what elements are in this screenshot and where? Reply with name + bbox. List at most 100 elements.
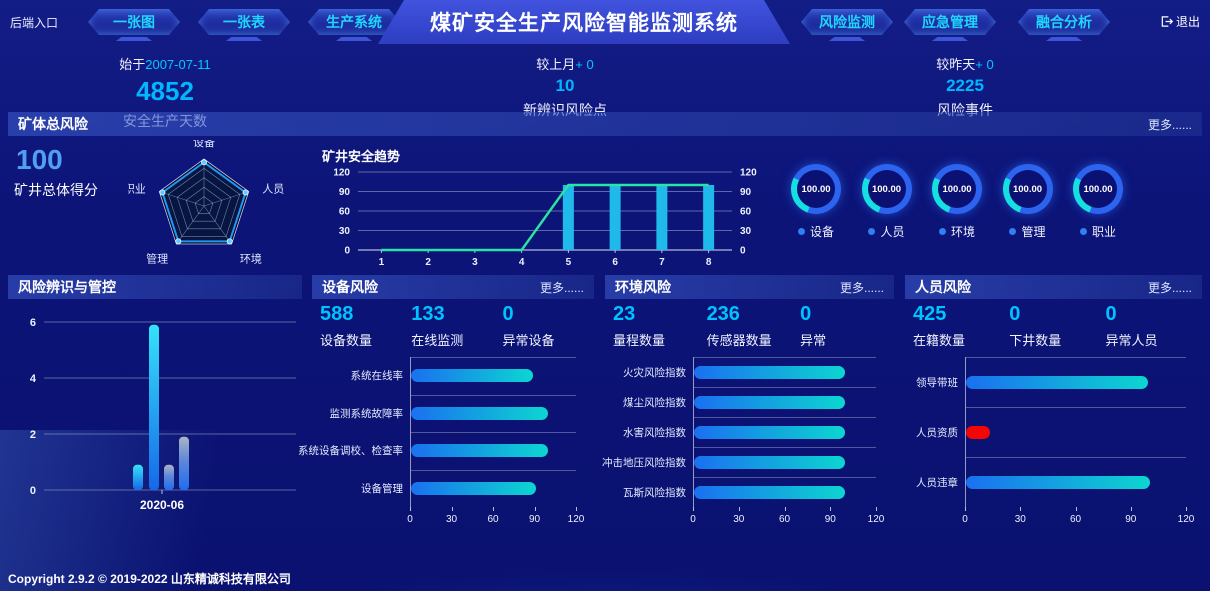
bar — [411, 444, 548, 458]
stat-online-monitor: 133 在线监测 — [411, 303, 464, 348]
x-tick — [410, 507, 411, 511]
radar-axis-label: 设备 — [193, 140, 215, 149]
bar-label: 系统在线率 — [350, 370, 404, 383]
x-tick-label: 7 — [659, 257, 665, 268]
gridline — [410, 469, 576, 471]
stat-risk-events: 较昨天+ 0 2225 风险事件 — [840, 54, 1090, 120]
bar — [966, 375, 1149, 389]
personnel-hbar-chart: 领导带班 人员资质 人员违章 0 30 60 90 120 — [907, 357, 1200, 529]
section-header-risk-control: 风险辨识与管控 — [8, 275, 302, 299]
bar-label: 人员资质 — [916, 426, 958, 439]
nav-button-fusion-analysis[interactable]: 融合分析 — [1018, 9, 1110, 43]
gauge-label: 管理 — [1021, 225, 1046, 239]
more-link[interactable]: 更多...... — [1147, 117, 1192, 132]
nav-button-one-table[interactable]: 一张表 — [198, 9, 290, 43]
x-tick-label: 120 — [1177, 514, 1195, 525]
x-tick — [965, 507, 966, 511]
gauge-hole: 100.00 — [867, 170, 906, 208]
stat-delta: + 0 — [575, 57, 594, 72]
gauge-label: 设备 — [809, 225, 834, 239]
nav-button-production-system[interactable]: 生产系统 — [308, 9, 400, 43]
gridline — [693, 387, 876, 388]
bar-label: 设备管理 — [361, 482, 403, 495]
section-header-device-risk: 设备风险 更多...... — [312, 275, 594, 299]
gridline — [965, 357, 1186, 358]
trend-bar — [609, 185, 621, 250]
gridline — [410, 432, 576, 433]
x-tick — [451, 507, 453, 511]
legend-dot-icon — [938, 228, 946, 235]
device-stats: 588 设备数量 133 在线监测 0 异常设备 — [320, 303, 594, 353]
gauge-label: 人员 — [880, 225, 905, 239]
gridline — [693, 477, 876, 478]
stat-registered-count: 425 在籍数量 — [913, 303, 966, 348]
nav-button-risk-monitor[interactable]: 风险监测 — [801, 9, 893, 43]
logout-button[interactable]: 退出 — [1160, 13, 1200, 30]
section-title: 设备风险 — [322, 279, 378, 295]
stat-sensor-count: 236 传感器数量 — [706, 303, 772, 348]
mine-radar-chart: 设备 人员 环境 管理 职业 — [124, 135, 292, 266]
x-tick-label: 0 — [407, 514, 413, 525]
more-link[interactable]: 更多...... — [1147, 280, 1192, 295]
gridline — [693, 357, 876, 358]
y-tick-label: 0 — [740, 246, 746, 257]
y-tick-label: 60 — [339, 207, 351, 218]
nav-button-label: 生产系统 — [308, 9, 400, 35]
x-tick — [784, 507, 786, 511]
x-tick — [738, 507, 740, 511]
legend-dot-icon — [1009, 228, 1017, 235]
section-header-mine-total-risk: 矿体总风险 更多...... — [8, 112, 1202, 136]
x-tick-label: 90 — [528, 514, 541, 525]
y-tick-label: 2 — [30, 429, 36, 441]
gauge-ring: 100.00 — [1002, 164, 1053, 214]
logout-label: 退出 — [1175, 15, 1200, 29]
y-tick-label: 90 — [339, 187, 351, 198]
gridline — [410, 357, 576, 358]
x-tick — [1020, 507, 1022, 511]
x-tick — [830, 507, 832, 511]
trend-svg: 0 0 30 30 60 60 90 90 120 120 1 2 3 4 5 6 7 8 — [333, 168, 757, 269]
nav-button-emergency-mgmt[interactable]: 应急管理 — [904, 9, 996, 43]
section-title: 人员风险 — [915, 279, 971, 295]
x-tick-label: 0 — [690, 514, 696, 525]
y-axis-line — [693, 357, 694, 507]
bar — [694, 395, 845, 409]
nav-button-label: 应急管理 — [904, 9, 996, 35]
x-tick — [693, 507, 694, 511]
x-tick-label: 1 — [379, 257, 385, 268]
bar-label: 监测系统故障率 — [329, 407, 404, 420]
y-tick-label: 90 — [740, 187, 752, 198]
nav-button-one-map[interactable]: 一张图 — [88, 9, 180, 43]
stat-env-abnormal: 0 异常 — [800, 303, 827, 348]
more-link[interactable]: 更多...... — [539, 280, 584, 295]
x-tick-label: 8 — [706, 257, 712, 268]
stat-abnormal-person: 0 异常人员 — [1105, 303, 1158, 348]
y-axis-line — [965, 357, 966, 507]
gauge-ring: 100.00 — [791, 164, 841, 214]
stat-prefix: 较上月 — [536, 57, 576, 72]
score-gauge: 100.00 职业 — [1064, 164, 1132, 258]
title-banner: 煤矿安全生产风险智能监测系统 — [378, 0, 790, 44]
bar-label: 瓦斯风险指数 — [623, 486, 686, 499]
nav-button-underline — [226, 37, 262, 41]
section-header-personnel-risk: 人员风险 更多...... — [905, 275, 1202, 299]
backend-entry-link[interactable]: 后端入口 — [10, 16, 59, 30]
trend-bar — [656, 185, 668, 250]
bar — [411, 369, 533, 383]
more-link[interactable]: 更多...... — [839, 280, 884, 295]
section-title: 矿体总风险 — [18, 116, 88, 132]
x-tick-label: 60 — [778, 514, 791, 525]
stat-range-count: 23 量程数量 — [613, 303, 666, 348]
radar-axis-label: 环境 — [240, 251, 262, 265]
bar-label: 水害风险指数 — [623, 426, 686, 439]
riskbar-svg: 0 2 4 6 2020-06 — [30, 317, 296, 512]
risk-bar — [133, 464, 143, 490]
y-tick-label: 0 — [30, 485, 36, 497]
gauge-label: 环境 — [950, 225, 975, 239]
bar — [694, 485, 845, 499]
logout-icon — [1161, 16, 1173, 27]
radar-series — [161, 161, 247, 243]
bar — [411, 406, 548, 420]
stat-delta: + 0 — [975, 57, 994, 72]
